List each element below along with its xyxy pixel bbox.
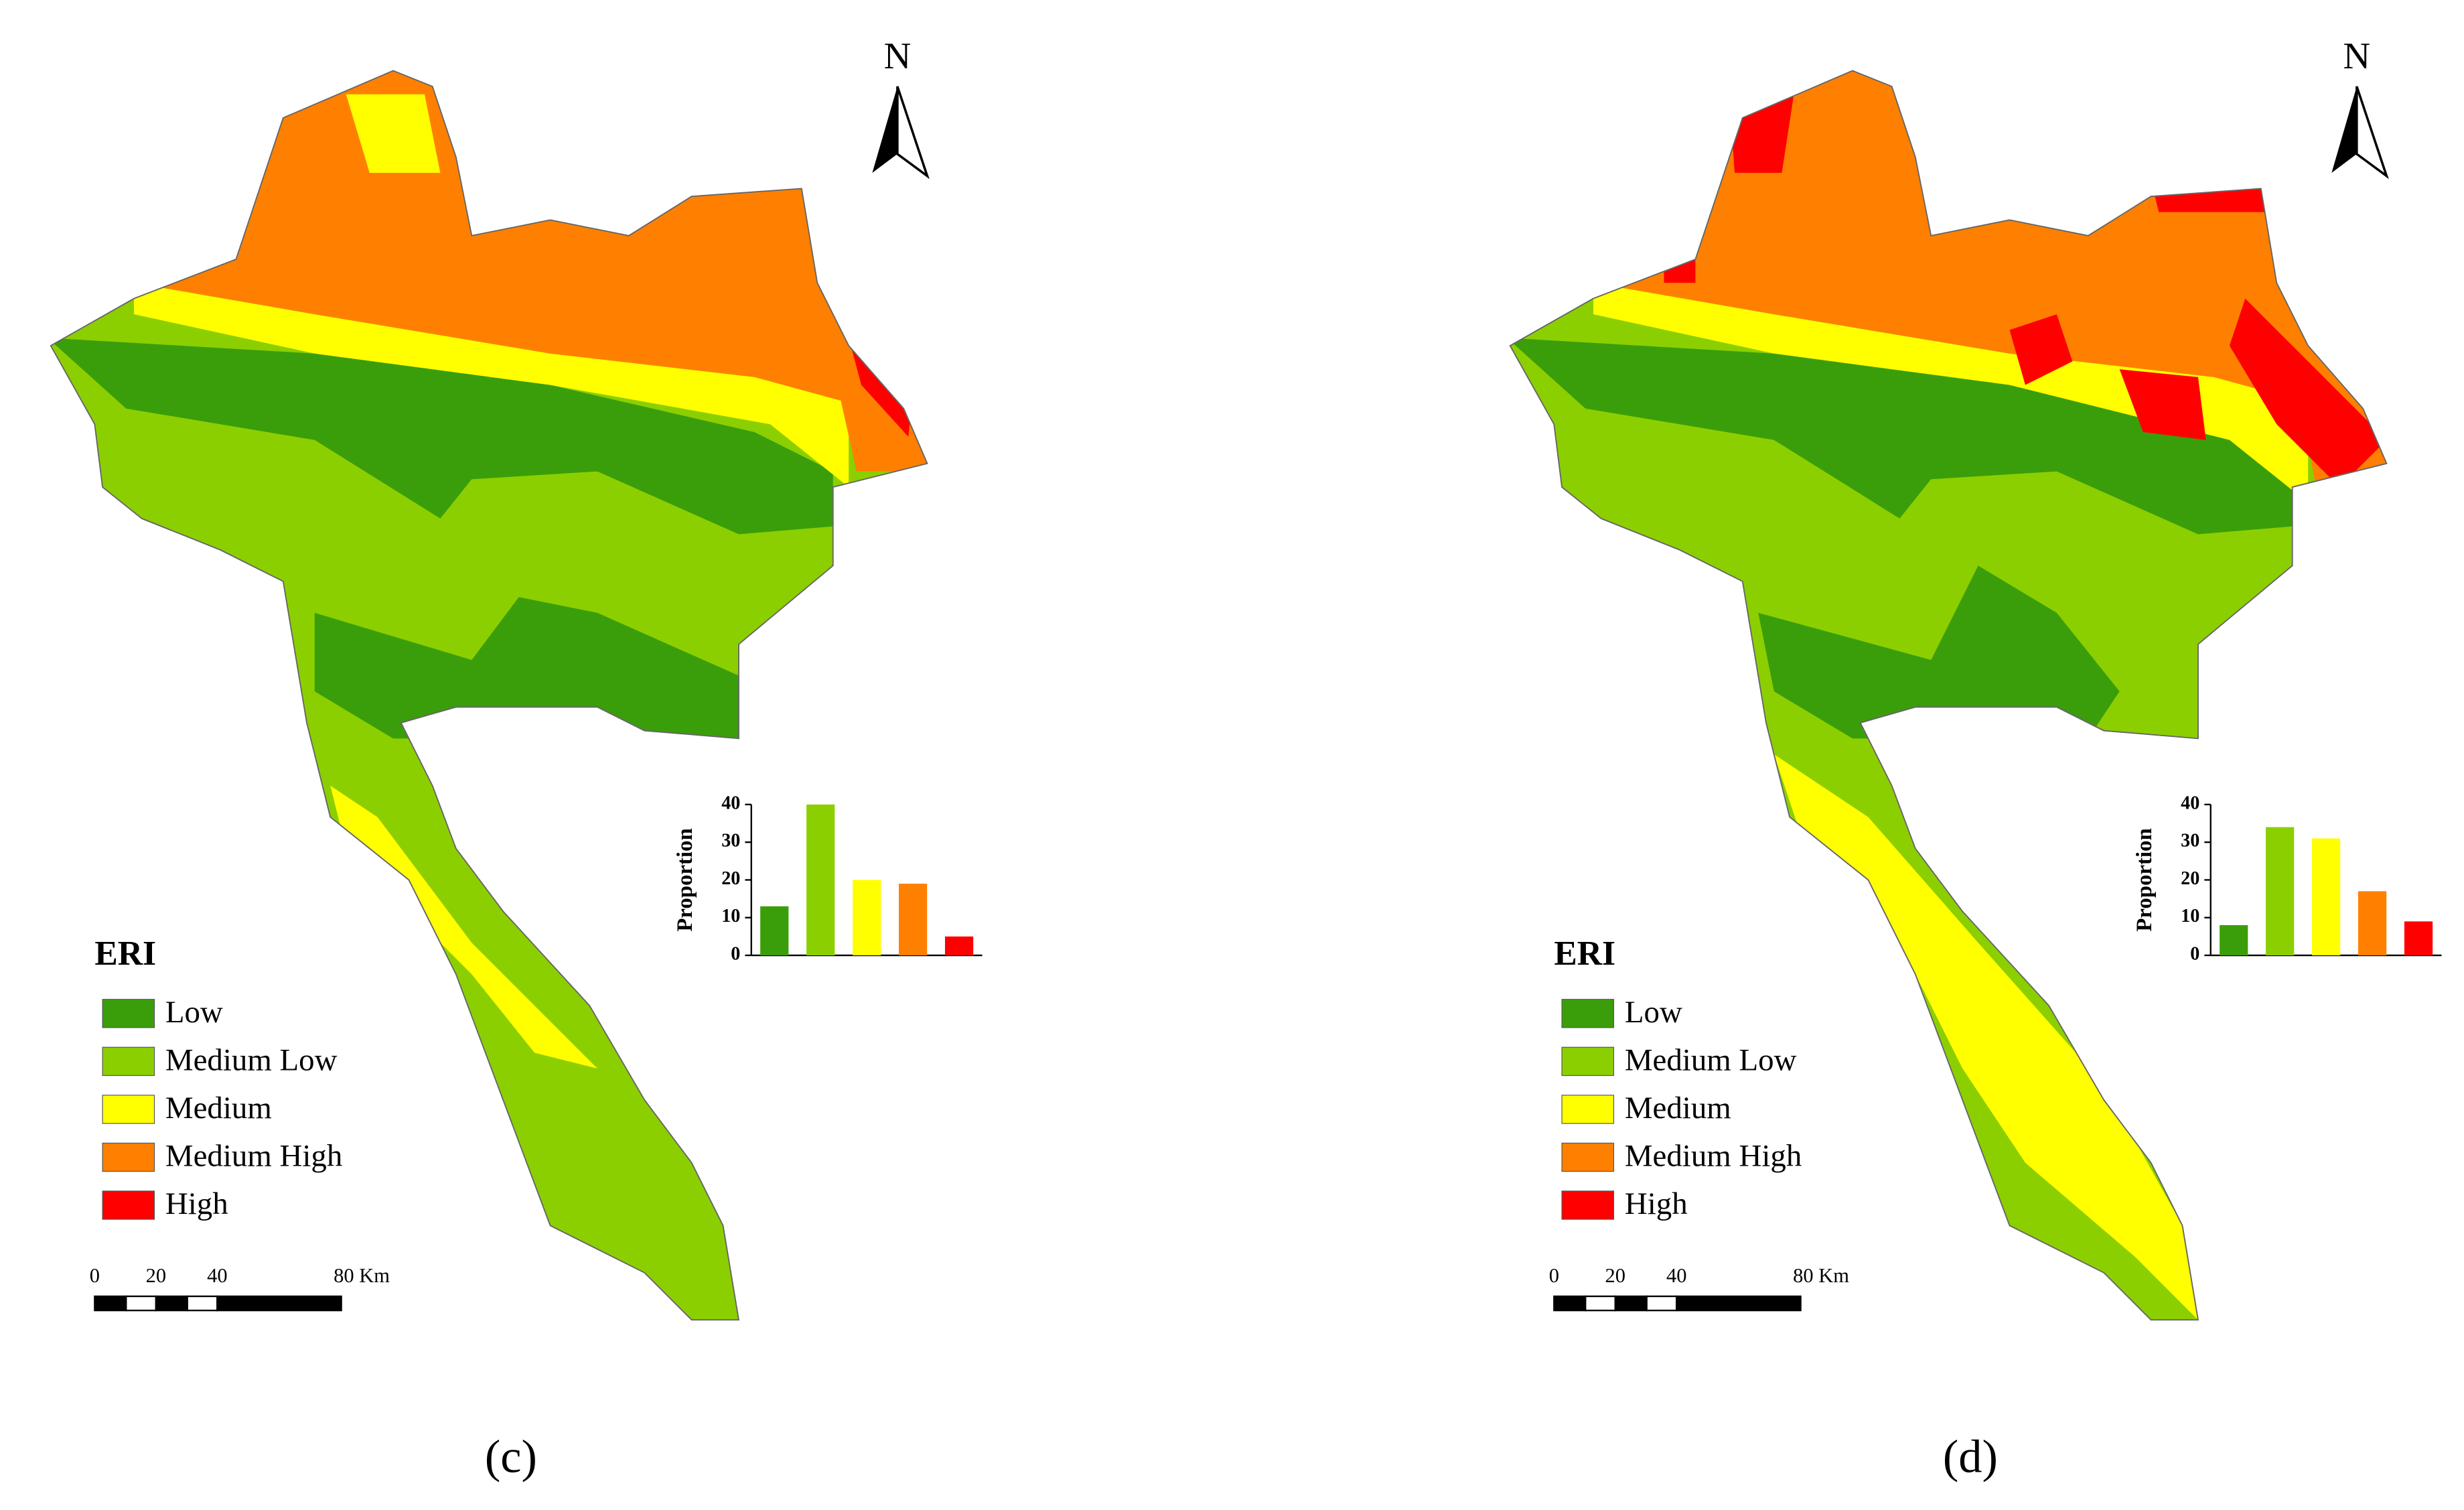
scale-bar-segment <box>1676 1295 1802 1312</box>
scale-bar-segment <box>186 1295 218 1312</box>
panel: N ERI Low Medium Low Medium Medium High High 0 2… <box>90 36 983 1483</box>
bar <box>2312 838 2341 956</box>
legend-label: Medium High <box>1625 1139 1802 1174</box>
bar <box>2266 827 2295 956</box>
scale-label: 80 Km <box>1793 1264 1849 1287</box>
y-axis-label: Proportion <box>2132 828 2157 931</box>
north-label: N <box>884 36 912 77</box>
north-arrow <box>896 86 930 180</box>
y-tick-label: 0 <box>2190 944 2199 965</box>
north-label: N <box>2343 36 2371 77</box>
y-tick-label: 40 <box>2181 793 2199 813</box>
y-tick-label: 30 <box>2181 831 2199 851</box>
y-tick-label: 40 <box>721 793 740 813</box>
scale-bar-segment <box>216 1295 342 1312</box>
panel: N ERI Low Medium Low Medium Medium High High 0 2… <box>1549 36 2442 1483</box>
north-arrow <box>2331 86 2357 174</box>
scale-bar-segment <box>1646 1295 1678 1312</box>
y-tick-label: 20 <box>721 868 740 889</box>
scale-bar-segment <box>1553 1295 1587 1312</box>
scale-bar-segment <box>1614 1295 1648 1312</box>
scale-bar-segment <box>155 1295 188 1312</box>
legend-swatch <box>1561 1142 1615 1172</box>
bar <box>853 880 881 956</box>
legend-label: Medium <box>1625 1091 1731 1125</box>
y-tick-label: 10 <box>721 906 740 926</box>
scale-label: 20 <box>146 1264 166 1287</box>
scale-label: 40 <box>1666 1264 1686 1287</box>
legend-label: Low <box>165 995 223 1030</box>
legend-label: Medium <box>165 1091 272 1125</box>
bar <box>806 804 835 956</box>
north-arrow <box>872 86 897 174</box>
legend-swatch <box>102 1095 155 1124</box>
scale-label: 0 <box>90 1264 100 1287</box>
scale-bar-segment <box>1585 1295 1616 1312</box>
scale-label: 40 <box>207 1264 227 1287</box>
legend-swatch <box>1561 1095 1615 1124</box>
y-tick-label: 0 <box>731 944 740 965</box>
legend-title: ERI <box>94 935 156 973</box>
scale-bar-segment <box>125 1295 157 1312</box>
bar <box>2220 925 2248 956</box>
legend-title: ERI <box>1554 935 1615 973</box>
legend-label: Medium High <box>165 1139 342 1174</box>
legend-label: High <box>165 1186 228 1221</box>
scale-label: 80 Km <box>334 1264 390 1287</box>
scale-label: 20 <box>1605 1264 1625 1287</box>
legend-swatch <box>1561 999 1615 1028</box>
bar <box>944 936 974 956</box>
legend-swatch <box>1561 1046 1615 1077</box>
north-arrow <box>2356 86 2389 180</box>
scale-label: 0 <box>1549 1264 1559 1287</box>
legend-label: Medium Low <box>165 1042 338 1077</box>
legend-swatch <box>1561 1190 1615 1220</box>
panel-label: (c) <box>485 1430 537 1483</box>
panel-label: (d) <box>1943 1430 1998 1483</box>
legend-label: High <box>1625 1186 1688 1221</box>
legend-label: Low <box>1625 995 1682 1030</box>
legend-swatch <box>102 1190 155 1220</box>
legend-swatch <box>102 1046 155 1077</box>
legend-swatch <box>102 999 155 1028</box>
bar <box>899 884 928 956</box>
bar <box>2358 891 2387 956</box>
legend-label: Medium Low <box>1625 1042 1797 1077</box>
y-tick-label: 10 <box>2181 906 2199 926</box>
y-axis-label: Proportion <box>673 828 697 931</box>
legend-swatch <box>102 1142 155 1172</box>
bar <box>2404 921 2433 956</box>
y-tick-label: 30 <box>721 831 740 851</box>
scale-bar-segment <box>94 1295 127 1312</box>
bar <box>760 906 789 956</box>
y-tick-label: 20 <box>2181 868 2199 889</box>
